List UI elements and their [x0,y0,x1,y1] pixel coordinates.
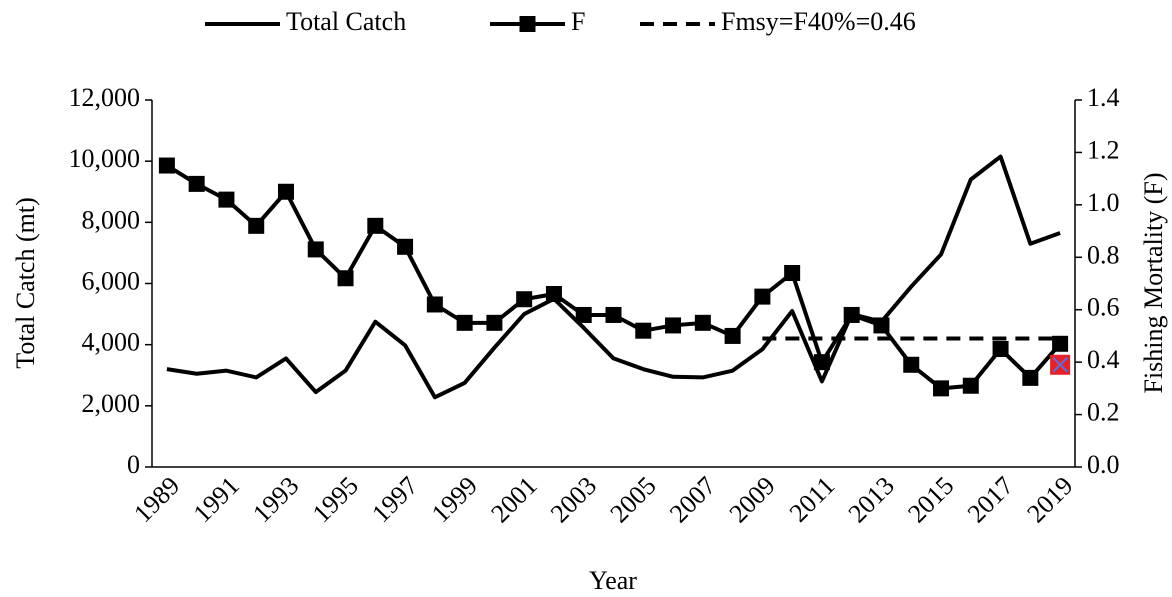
y2-tick-label: 0.2 [1087,398,1120,427]
y-tick-label: 12,000 [69,83,141,112]
x-tick-label: 1989 [128,471,185,528]
marker [575,306,592,323]
marker [397,238,414,255]
marker [665,317,682,334]
marker [307,241,324,258]
marker [903,356,920,373]
x-tick-label: 2009 [724,471,781,528]
y2-tick-label: 1.2 [1087,135,1120,164]
y2-tick-label: 0.6 [1087,293,1120,322]
marker [962,377,979,394]
x-tick-label: 1997 [366,471,423,528]
marker [873,317,890,334]
marker [545,285,562,302]
marker [694,314,711,331]
y2-tick-label: 0.4 [1087,345,1120,374]
y-axis-title: Total Catch (mt) [11,197,40,368]
x-tick-label: 2017 [962,471,1019,528]
x-tick-label: 1995 [307,471,364,528]
marker [724,327,741,344]
marker [158,157,175,174]
x-tick-label: 2005 [604,471,661,528]
marker [248,217,265,234]
y2-tick-label: 1.0 [1087,188,1120,217]
marker [277,183,294,200]
y-tick-label: 10,000 [69,144,141,173]
y-tick-label: 4,000 [82,328,141,357]
x-tick-label: 1999 [426,471,483,528]
marker [933,380,950,397]
x-axis-title: Year [589,566,637,595]
marker-cross [1052,357,1068,373]
legend-marker [519,16,536,32]
x-tick-label: 2015 [902,471,959,528]
y2-tick-label: 0.8 [1087,240,1120,269]
x-tick-label: 1993 [247,471,304,528]
marker [813,354,830,371]
x-tick-label: 2019 [1021,471,1078,528]
marker [337,270,354,287]
marker [188,175,205,192]
x-tick-label: 2001 [485,471,542,528]
y2-tick-label: 0.0 [1087,450,1120,479]
x-tick-label: 2003 [545,471,602,528]
marker [784,265,801,282]
marker [367,217,384,234]
marker [516,291,533,308]
series-line [166,154,1061,400]
marker [1022,369,1039,386]
legend-label: Fmsy=F40%=0.46 [721,7,916,36]
marker [426,296,443,313]
marker [486,314,503,331]
y-tick-label: 8,000 [82,205,141,234]
x-tick-label: 2013 [843,471,900,528]
y2-axis-title: Fishing Mortality (F) [1139,172,1168,393]
marker [754,288,771,305]
x-tick-label: 2011 [784,471,841,528]
marker [1052,335,1069,352]
x-tick-label: 2007 [664,471,721,528]
marker [218,191,235,208]
y-tick-label: 2,000 [82,389,141,418]
y-tick-label: 6,000 [82,266,141,295]
marker [843,306,860,323]
marker [992,341,1009,358]
series-line [165,163,1062,391]
y2-tick-label: 1.4 [1087,83,1120,112]
marker [456,314,473,331]
x-tick-label: 1991 [188,471,245,528]
legend-label: Total Catch [286,7,406,36]
legend-label: F [571,7,585,36]
marker [635,322,652,339]
marker [605,306,622,323]
y-tick-label: 0 [127,450,140,479]
